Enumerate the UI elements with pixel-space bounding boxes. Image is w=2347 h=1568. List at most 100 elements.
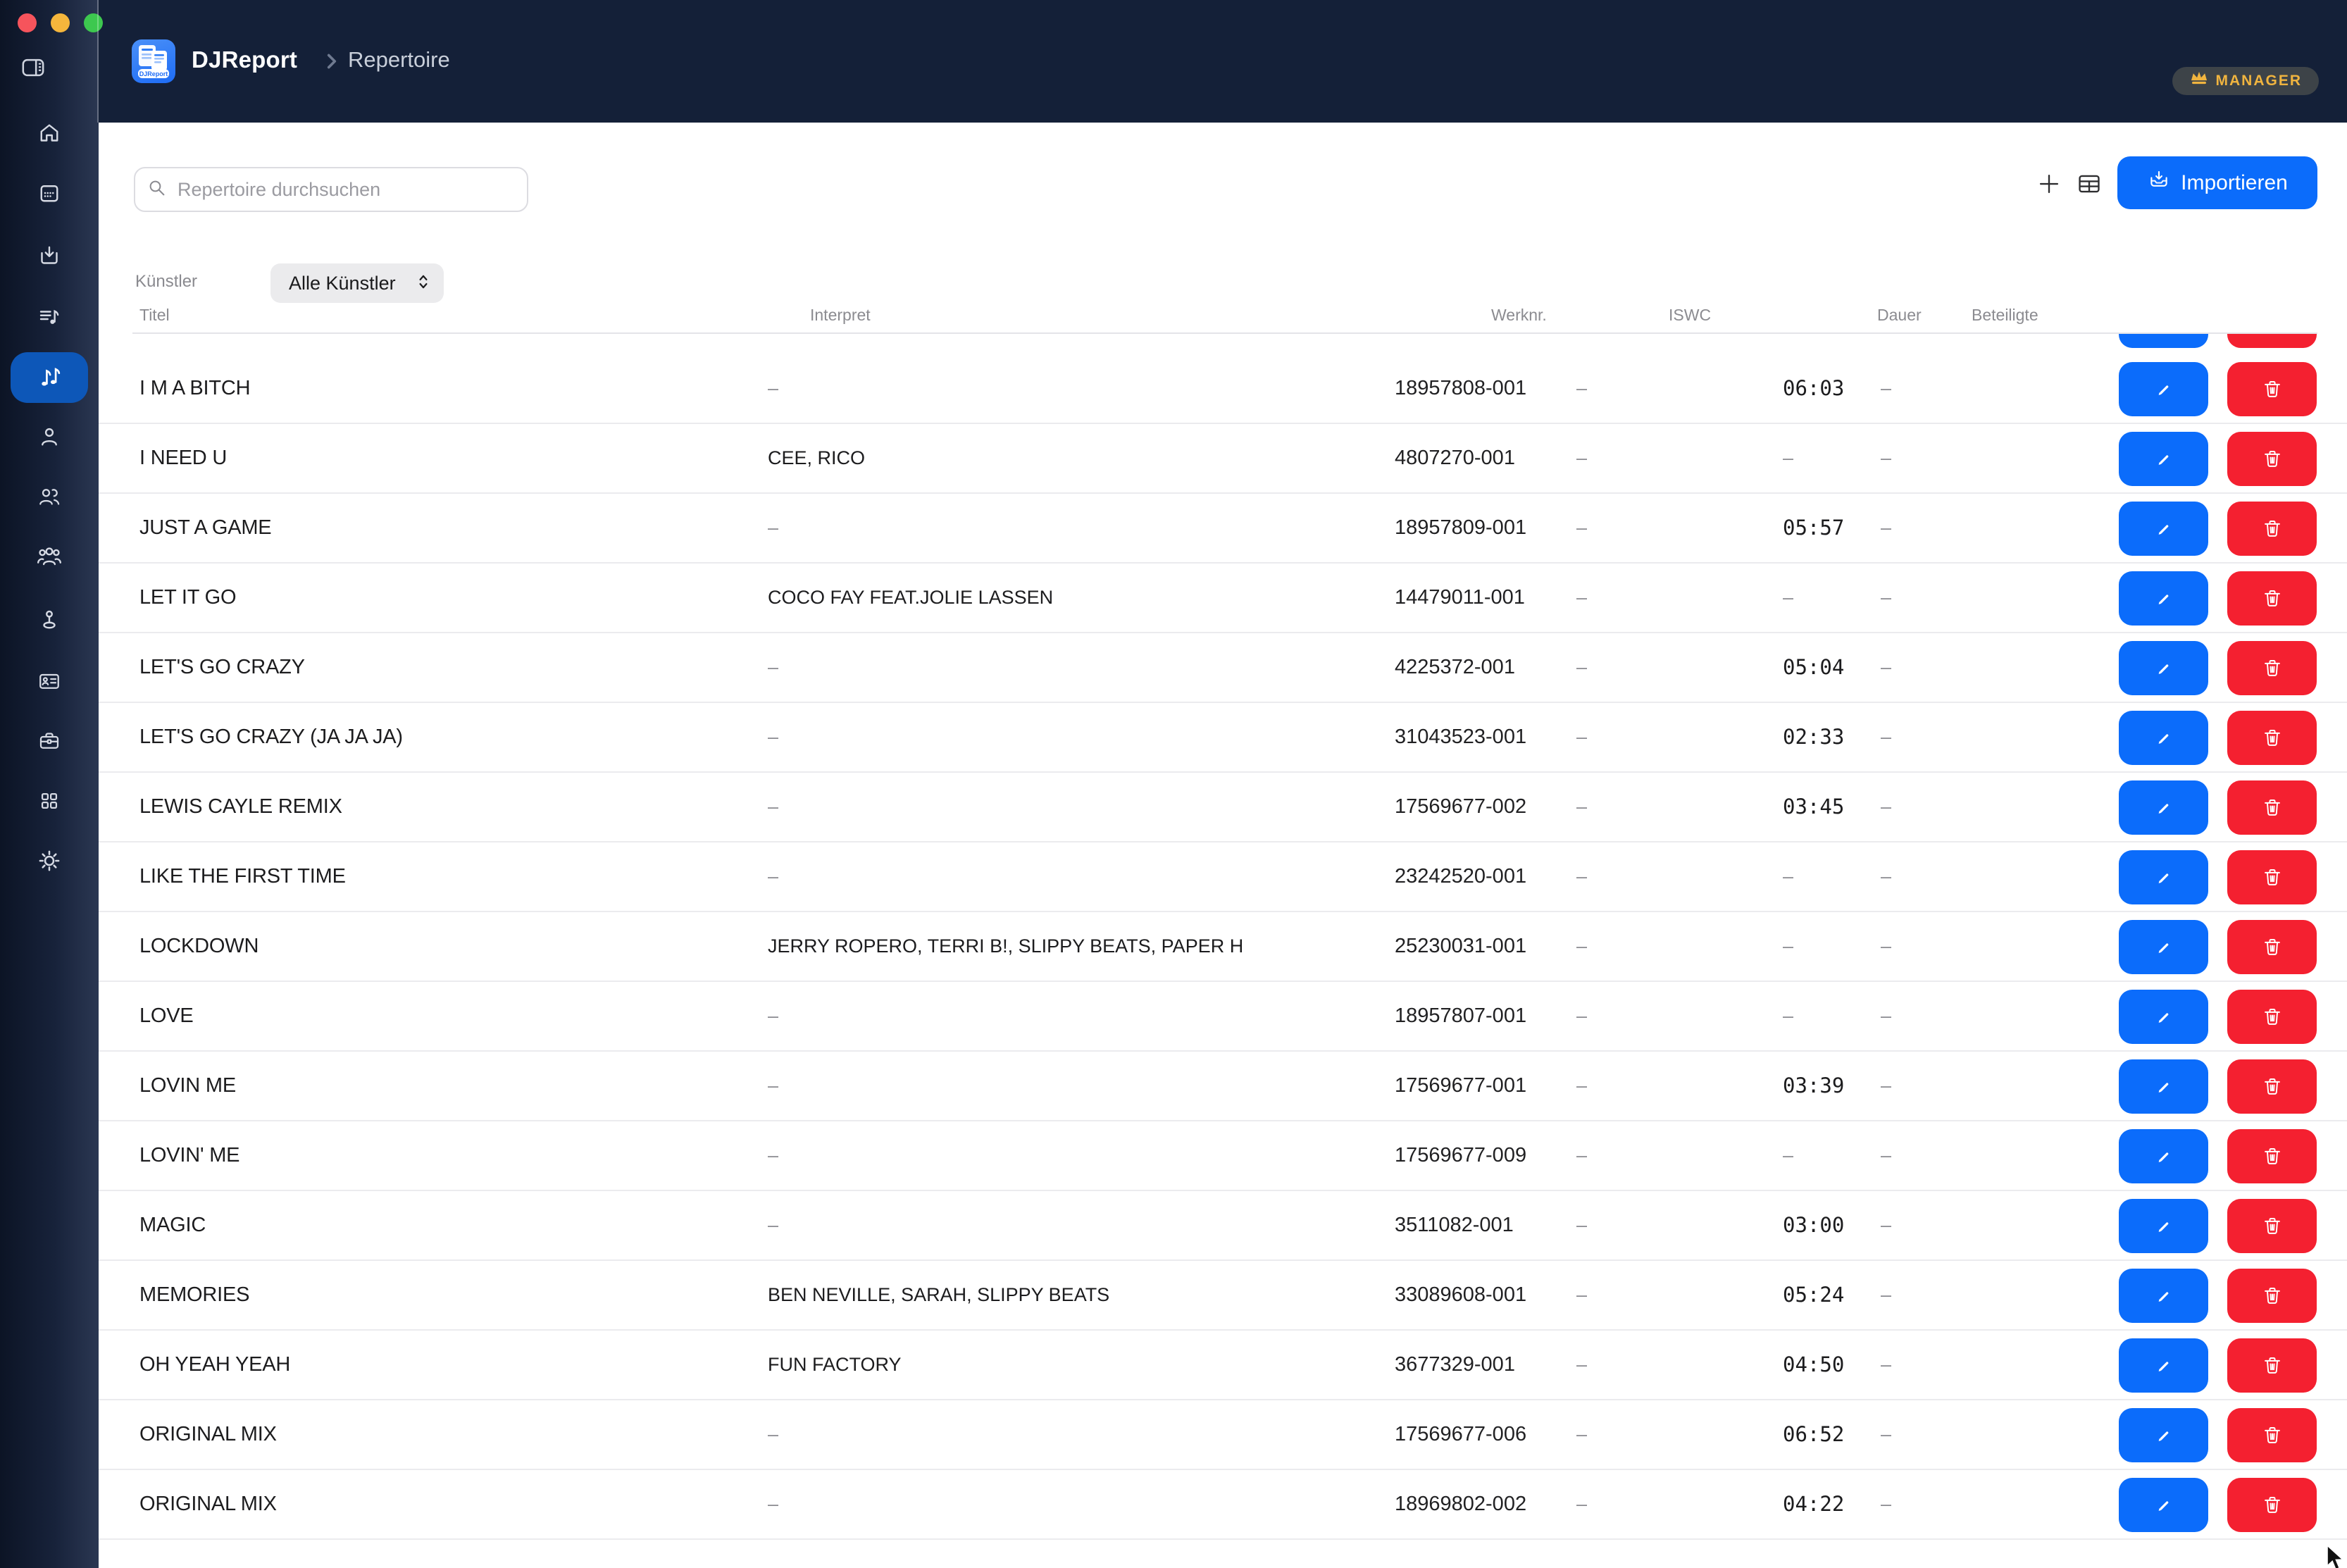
sidebar-item-settings[interactable] bbox=[11, 835, 88, 886]
table-header-divider bbox=[132, 332, 2317, 334]
cell-werknr: 4225372-001 bbox=[1395, 656, 1515, 678]
artist-filter-select[interactable]: Alle Künstler bbox=[270, 263, 444, 303]
delete-button[interactable] bbox=[2227, 920, 2317, 974]
edit-button[interactable] bbox=[2119, 1408, 2208, 1462]
sidebar-item-imports[interactable] bbox=[11, 230, 88, 281]
import-button[interactable]: Importieren bbox=[2117, 156, 2317, 209]
edit-button[interactable] bbox=[2119, 1269, 2208, 1323]
search-icon bbox=[147, 178, 168, 202]
delete-button[interactable] bbox=[2227, 1338, 2317, 1393]
edit-button[interactable] bbox=[2119, 641, 2208, 695]
edit-button[interactable] bbox=[2119, 1199, 2208, 1253]
delete-button[interactable] bbox=[2227, 334, 2317, 348]
sidebar-item-business[interactable] bbox=[11, 716, 88, 766]
cell-interpret: JERRY ROPERO, TERRI B!, SLIPPY BEATS, PA… bbox=[768, 935, 1244, 957]
close-window-button[interactable] bbox=[18, 13, 37, 32]
sidebar-item-locations[interactable] bbox=[11, 595, 88, 645]
cell-titel: MAGIC bbox=[139, 1214, 206, 1236]
column-header-beteiligte[interactable]: Beteiligte bbox=[1972, 306, 2038, 324]
edit-button[interactable] bbox=[2119, 432, 2208, 486]
delete-button[interactable] bbox=[2227, 1408, 2317, 1462]
table-row: LET'S GO CRAZY (JA JA JA) – 31043523-001… bbox=[0, 703, 2347, 773]
edit-button[interactable] bbox=[2119, 711, 2208, 765]
sidebar-item-playlists[interactable] bbox=[11, 292, 88, 342]
sidebar-item-calendar[interactable] bbox=[11, 168, 88, 218]
cell-dauer: 06:52 bbox=[1783, 1422, 1845, 1446]
sidebar-item-team[interactable] bbox=[11, 471, 88, 522]
column-header-iswc[interactable]: ISWC bbox=[1669, 306, 1712, 324]
edit-button[interactable] bbox=[2119, 1338, 2208, 1393]
music-notes-icon bbox=[36, 364, 63, 391]
cell-werknr: 23242520-001 bbox=[1395, 865, 1527, 888]
window-controls bbox=[18, 13, 103, 32]
delete-button[interactable] bbox=[2227, 990, 2317, 1044]
app-logo: DJReport bbox=[132, 39, 175, 83]
delete-button[interactable] bbox=[2227, 850, 2317, 904]
edit-button[interactable] bbox=[2119, 990, 2208, 1044]
cell-beteiligte: – bbox=[1881, 1284, 1892, 1305]
table-row: LOVIN ME – 17569677-001 – 03:39 – bbox=[0, 1052, 2347, 1121]
delete-button[interactable] bbox=[2227, 641, 2317, 695]
edit-button[interactable] bbox=[2119, 780, 2208, 835]
artist-filter-value: Alle Künstler bbox=[289, 272, 396, 294]
delete-button[interactable] bbox=[2227, 362, 2317, 416]
delete-button[interactable] bbox=[2227, 1478, 2317, 1532]
delete-button[interactable] bbox=[2227, 502, 2317, 556]
column-header-dauer[interactable]: Dauer bbox=[1877, 306, 1922, 324]
search-input[interactable] bbox=[176, 178, 516, 201]
sidebar-item-groups[interactable] bbox=[11, 531, 88, 582]
delete-button[interactable] bbox=[2227, 432, 2317, 486]
delete-button[interactable] bbox=[2227, 1059, 2317, 1114]
edit-button[interactable] bbox=[2119, 362, 2208, 416]
delete-button[interactable] bbox=[2227, 1129, 2317, 1183]
cell-iswc: – bbox=[1576, 1145, 1588, 1166]
cell-werknr: 18957807-001 bbox=[1395, 1004, 1527, 1027]
gear-icon bbox=[37, 848, 62, 873]
table-row: OH YEAH YEAH FUN FACTORY 3677329-001 – 0… bbox=[0, 1331, 2347, 1400]
sidebar-item-contacts[interactable] bbox=[11, 656, 88, 707]
cell-iswc: – bbox=[1576, 866, 1588, 887]
edit-button[interactable] bbox=[2119, 334, 2208, 348]
cell-interpret: – bbox=[768, 1075, 779, 1096]
table-row: LOVIN' ME – 17569677-009 – – – bbox=[0, 1121, 2347, 1191]
edit-button[interactable] bbox=[2119, 571, 2208, 626]
sidebar-item-artist[interactable] bbox=[11, 411, 88, 462]
edit-button[interactable] bbox=[2119, 920, 2208, 974]
column-header-werknr[interactable]: Werknr. bbox=[1491, 306, 1547, 324]
cell-beteiligte: – bbox=[1881, 1493, 1892, 1514]
sidebar-toggle-icon[interactable] bbox=[19, 54, 47, 85]
zoom-window-button[interactable] bbox=[84, 13, 103, 32]
cell-werknr: 4807270-001 bbox=[1395, 447, 1515, 469]
edit-button[interactable] bbox=[2119, 1059, 2208, 1114]
column-header-interpret[interactable]: Interpret bbox=[810, 306, 871, 324]
sidebar-item-home[interactable] bbox=[11, 108, 88, 158]
table-view-button[interactable] bbox=[2076, 170, 2103, 199]
cell-werknr: 31043523-001 bbox=[1395, 726, 1527, 748]
cell-iswc: – bbox=[1576, 1424, 1588, 1445]
app-header: DJReport DJReport Repertoire MANAGER bbox=[99, 0, 2347, 123]
delete-button[interactable] bbox=[2227, 780, 2317, 835]
sidebar-item-apps[interactable] bbox=[11, 776, 88, 826]
cell-iswc: – bbox=[1576, 447, 1588, 468]
add-button[interactable] bbox=[2036, 170, 2062, 199]
delete-button[interactable] bbox=[2227, 1269, 2317, 1323]
edit-button[interactable] bbox=[2119, 1478, 2208, 1532]
delete-button[interactable] bbox=[2227, 571, 2317, 626]
delete-button[interactable] bbox=[2227, 711, 2317, 765]
table-row: LET'S GO CRAZY – 4225372-001 – 05:04 – bbox=[0, 633, 2347, 703]
role-badge-label: MANAGER bbox=[2215, 73, 2302, 89]
minimize-window-button[interactable] bbox=[51, 13, 70, 32]
edit-button[interactable] bbox=[2119, 850, 2208, 904]
column-header-titel[interactable]: Titel bbox=[139, 306, 170, 324]
id-card-icon bbox=[37, 668, 62, 694]
edit-button[interactable] bbox=[2119, 502, 2208, 556]
three-users-icon bbox=[36, 543, 63, 570]
edit-button[interactable] bbox=[2119, 1129, 2208, 1183]
cell-titel: LOVIN ME bbox=[139, 1074, 236, 1097]
cell-beteiligte: – bbox=[1881, 1424, 1892, 1445]
sidebar-item-repertoire[interactable] bbox=[11, 352, 88, 403]
import-tray-icon bbox=[37, 243, 62, 268]
delete-button[interactable] bbox=[2227, 1199, 2317, 1253]
cell-interpret: COCO FAY FEAT.JOLIE LASSEN bbox=[768, 587, 1054, 608]
cell-beteiligte: – bbox=[1881, 1145, 1892, 1166]
